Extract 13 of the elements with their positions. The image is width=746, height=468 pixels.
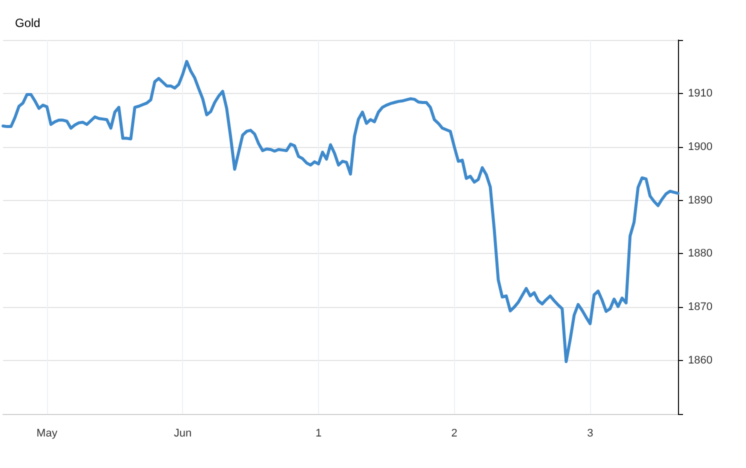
x-tick-label: 2: [451, 428, 458, 440]
y-tick-label: 1900: [688, 140, 712, 153]
x-tick-label: 1: [315, 428, 322, 440]
line-series: [2, 60, 680, 364]
y-tick-label: 1880: [688, 248, 712, 260]
y-tick-label: 1890: [688, 194, 712, 206]
y-tick-label: 1910: [688, 87, 712, 100]
chart-title: Gold: [15, 16, 40, 30]
x-tick-label: May: [36, 428, 58, 440]
x-tick-label: 3: [587, 428, 594, 440]
x-tick-label: Jun: [174, 428, 192, 440]
y-tick-label: 1870: [688, 301, 712, 314]
y-tick-label: 1860: [688, 354, 712, 367]
